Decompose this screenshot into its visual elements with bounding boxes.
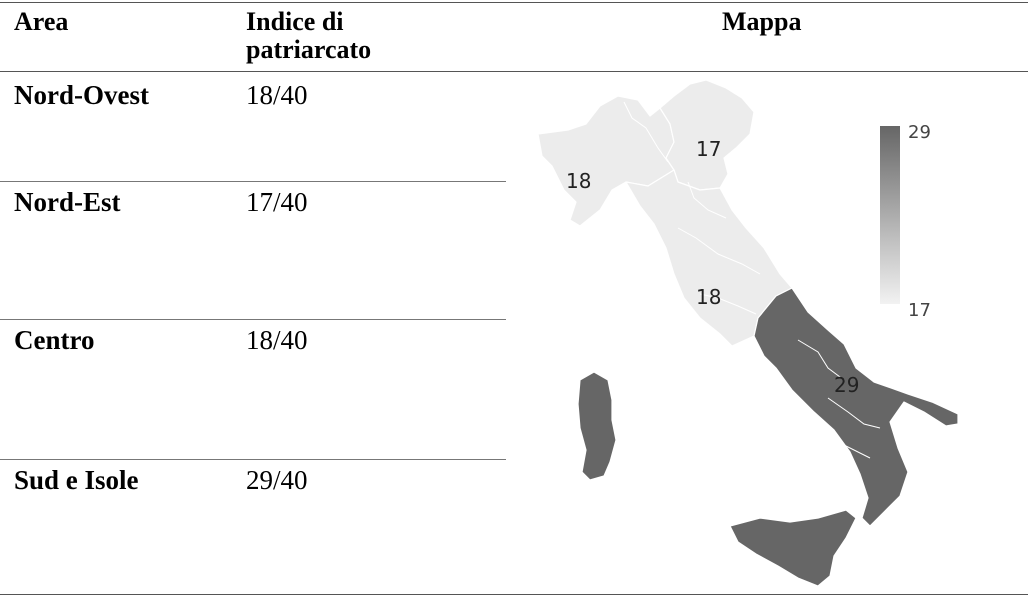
map-label-nord-est: 17 — [696, 137, 721, 161]
header-index: Indice di patriarcato — [246, 7, 372, 64]
legend-max-label: 29 — [908, 122, 931, 143]
legend-min-label: 17 — [908, 300, 931, 321]
region-sud — [753, 287, 959, 527]
row-area-nord-ovest: Nord-Ovest — [14, 80, 149, 110]
table-top-rule — [0, 2, 1028, 3]
region-sardegna — [577, 371, 617, 481]
legend-color-scale — [880, 126, 900, 304]
row-value-sud-isole: 29/40 — [246, 465, 308, 495]
header-map: Mappa — [722, 7, 802, 36]
table-header-rule — [0, 71, 1028, 72]
row-divider — [0, 319, 506, 320]
table-bottom-rule — [0, 594, 1028, 595]
row-divider — [0, 181, 506, 182]
row-divider — [0, 459, 506, 460]
row-area-centro: Centro — [14, 325, 95, 355]
row-value-nord-ovest: 18/40 — [246, 80, 308, 110]
map-label-sud: 29 — [834, 373, 859, 397]
region-nord-est — [659, 79, 755, 191]
row-area-nord-est: Nord-Est — [14, 187, 121, 217]
row-value-centro: 18/40 — [246, 325, 308, 355]
map-label-nord-ovest: 18 — [566, 169, 591, 193]
header-area: Area — [14, 7, 69, 36]
row-value-nord-est: 17/40 — [246, 187, 308, 217]
row-area-sud-isole: Sud e Isole — [14, 465, 139, 495]
region-sicilia — [729, 509, 857, 587]
italy-choropleth-map: 18 17 18 29 29 17 — [537, 79, 959, 587]
map-label-centro: 18 — [696, 285, 721, 309]
